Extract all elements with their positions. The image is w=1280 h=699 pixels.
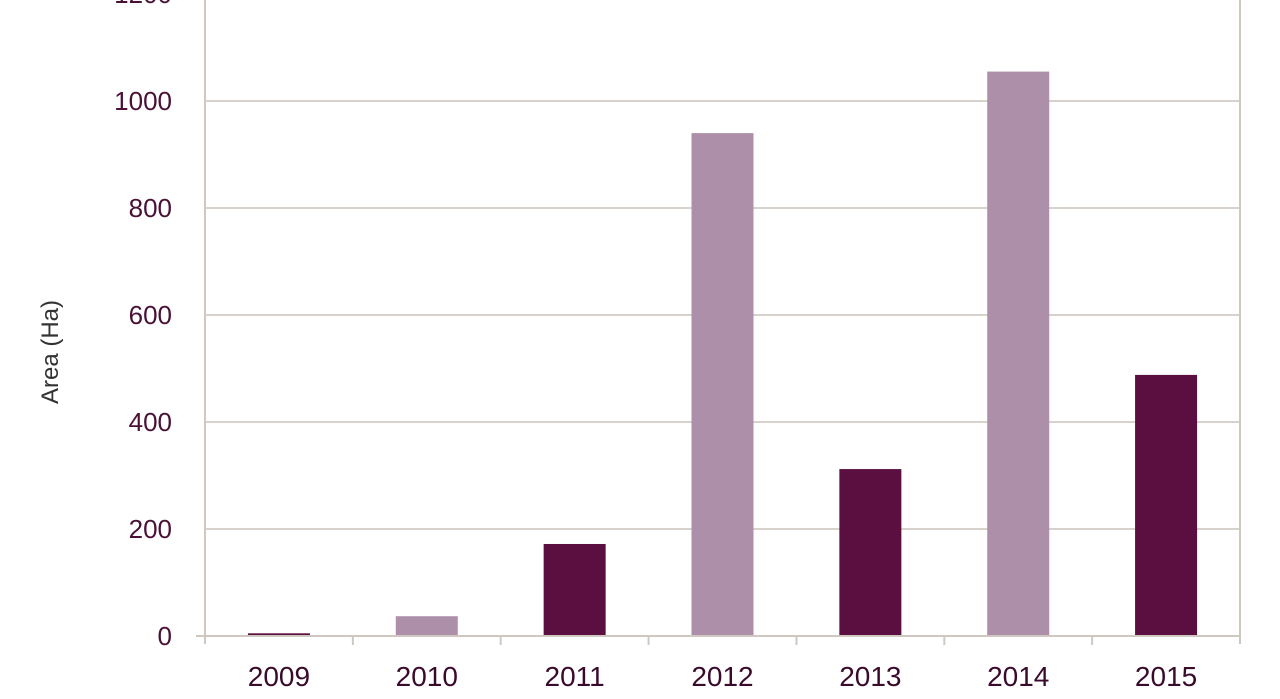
x-tick-label-2014: 2014 xyxy=(987,661,1049,692)
x-tick-label-2010: 2010 xyxy=(396,661,458,692)
x-tick-label-2009: 2009 xyxy=(248,661,310,692)
x-tick-label-2012: 2012 xyxy=(691,661,753,692)
y-tick-label-1200: 1200 xyxy=(114,0,172,9)
y-tick-label-1000: 1000 xyxy=(114,86,172,116)
x-tick-label-2013: 2013 xyxy=(839,661,901,692)
y-tick-label-0: 0 xyxy=(158,621,172,651)
y-axis-title: Area (Ha) xyxy=(37,300,64,404)
bar-2015 xyxy=(1135,374,1198,636)
bars xyxy=(247,71,1198,636)
bar-2011 xyxy=(543,543,606,636)
axes xyxy=(196,0,1241,645)
y-tick-label-600: 600 xyxy=(129,300,172,330)
x-tick-labels: 2009 2010 2011 2012 2013 2014 2015 xyxy=(248,661,1197,692)
y-tick-labels: 0 200 400 600 800 1000 1200 xyxy=(114,0,172,651)
bar-2013 xyxy=(839,469,902,636)
x-tick-label-2011: 2011 xyxy=(545,661,605,692)
bar-2010 xyxy=(395,616,458,636)
bar-2012 xyxy=(691,133,754,636)
x-tick-label-2015: 2015 xyxy=(1135,661,1197,692)
bar-2014 xyxy=(987,71,1050,636)
y-tick-label-800: 800 xyxy=(129,193,172,223)
y-tick-label-200: 200 xyxy=(129,514,172,544)
bar-2009 xyxy=(247,633,310,636)
y-tick-label-400: 400 xyxy=(129,407,172,437)
